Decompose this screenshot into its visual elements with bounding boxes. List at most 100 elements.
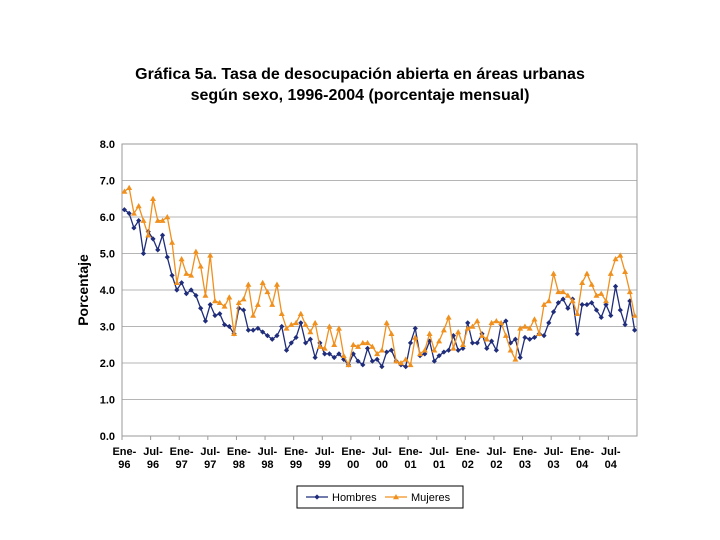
- x-tick-label: 96: [147, 459, 159, 471]
- data-point-hombres: [198, 305, 204, 311]
- data-point-hombres: [488, 338, 495, 344]
- data-point-hombres: [574, 331, 580, 337]
- x-tick-label: Ene-: [513, 446, 537, 458]
- data-point-hombres: [598, 314, 604, 320]
- y-tick-label: 5.0: [100, 249, 115, 261]
- x-tick-label: 01: [433, 459, 445, 471]
- data-point-mujeres: [254, 301, 261, 307]
- data-point-hombres: [546, 320, 552, 326]
- data-point-mujeres: [178, 255, 185, 262]
- chart-title: Gráfica 5a. Tasa de desocupación abierta…: [0, 64, 720, 106]
- data-point-hombres: [384, 349, 390, 355]
- x-tick-label: 99: [319, 459, 331, 471]
- data-point-mujeres: [450, 345, 457, 351]
- data-point-hombres: [541, 333, 547, 339]
- x-tick-label: 02: [490, 459, 502, 471]
- data-point-mujeres: [560, 288, 567, 295]
- x-tick-label: Ene-: [284, 446, 308, 458]
- data-point-hombres: [202, 318, 209, 324]
- data-point-hombres: [322, 351, 328, 357]
- x-tick-label: Jul-: [601, 446, 621, 458]
- data-point-mujeres: [364, 339, 371, 346]
- data-point-mujeres: [493, 318, 500, 324]
- data-point-mujeres: [331, 341, 338, 347]
- data-point-hombres: [369, 358, 375, 364]
- data-point-mujeres: [192, 248, 199, 254]
- data-point-mujeres: [135, 203, 142, 209]
- data-point-mujeres: [273, 281, 280, 287]
- data-point-hombres: [212, 312, 218, 319]
- x-tick-label: Jul-: [315, 446, 335, 458]
- data-point-hombres: [422, 351, 428, 357]
- data-point-hombres: [312, 354, 318, 361]
- data-point-hombres: [360, 362, 366, 368]
- data-point-mujeres: [278, 310, 285, 316]
- chart-title-line-1: Gráfica 5a. Tasa de desocupación abierta…: [135, 66, 585, 83]
- data-point-mujeres: [498, 319, 505, 326]
- data-point-mujeres: [269, 301, 276, 307]
- data-point-hombres: [560, 296, 566, 302]
- data-point-hombres: [593, 307, 600, 313]
- data-point-mujeres: [474, 318, 481, 324]
- x-tick-label: Jul-: [143, 446, 163, 458]
- data-point-mujeres: [340, 352, 347, 358]
- data-point-mujeres: [464, 325, 471, 331]
- data-point-mujeres: [378, 347, 385, 353]
- data-point-hombres: [460, 345, 466, 351]
- data-point-mujeres: [426, 330, 433, 337]
- data-point-mujeres: [545, 297, 552, 304]
- data-point-hombres: [260, 329, 266, 335]
- legend-label-mujeres: Mujeres: [411, 492, 451, 504]
- legend-marker: [393, 494, 399, 500]
- data-point-mujeres: [417, 350, 424, 357]
- data-point-hombres: [608, 312, 614, 319]
- data-point-mujeres: [579, 279, 586, 285]
- data-point-mujeres: [173, 279, 180, 285]
- data-point-hombres: [317, 340, 323, 346]
- data-point-hombres: [264, 333, 271, 339]
- data-point-hombres: [240, 307, 247, 313]
- x-tick-label: 99: [290, 459, 302, 471]
- data-point-hombres: [622, 322, 628, 328]
- data-point-mujeres: [512, 356, 519, 362]
- legend-box: [296, 485, 464, 509]
- data-point-hombres: [174, 287, 180, 293]
- data-point-mujeres: [316, 343, 323, 349]
- data-point-mujeres: [221, 303, 228, 309]
- y-tick-label: 8.0: [100, 139, 115, 151]
- data-point-mujeres: [293, 319, 300, 326]
- data-point-hombres: [164, 254, 170, 260]
- x-tick-label: 01: [404, 459, 416, 471]
- data-point-hombres: [465, 320, 471, 326]
- data-point-hombres: [179, 280, 185, 286]
- data-point-mujeres: [197, 263, 204, 269]
- data-point-mujeres: [202, 292, 209, 298]
- x-tick-label: Ene-: [456, 446, 480, 458]
- data-point-mujeres: [564, 292, 571, 298]
- data-point-mujeres: [421, 347, 428, 353]
- data-point-mujeres: [369, 343, 376, 349]
- x-tick-label: Jul-: [372, 446, 392, 458]
- data-point-mujeres: [607, 270, 614, 276]
- data-point-mujeres: [402, 356, 409, 362]
- data-point-hombres: [245, 327, 251, 333]
- data-point-mujeres: [374, 350, 381, 357]
- x-tick-label: 03: [547, 459, 559, 471]
- series-group: [121, 184, 638, 370]
- x-tick-label: Ene-: [399, 446, 423, 458]
- data-point-mujeres: [483, 336, 490, 342]
- x-tick-label: Ene-: [112, 446, 136, 458]
- data-point-hombres: [193, 292, 199, 299]
- data-point-hombres: [431, 358, 437, 364]
- x-tick-label: Ene-: [341, 446, 365, 458]
- x-tick-label: Ene-: [170, 446, 194, 458]
- data-point-mujeres: [159, 217, 166, 223]
- data-point-mujeres: [288, 321, 295, 327]
- data-point-hombres: [288, 340, 294, 346]
- x-tick-label: 04: [605, 459, 618, 471]
- data-point-mujeres: [603, 297, 610, 304]
- data-point-mujeres: [574, 310, 581, 316]
- data-point-hombres: [140, 250, 147, 257]
- data-point-hombres: [269, 336, 275, 342]
